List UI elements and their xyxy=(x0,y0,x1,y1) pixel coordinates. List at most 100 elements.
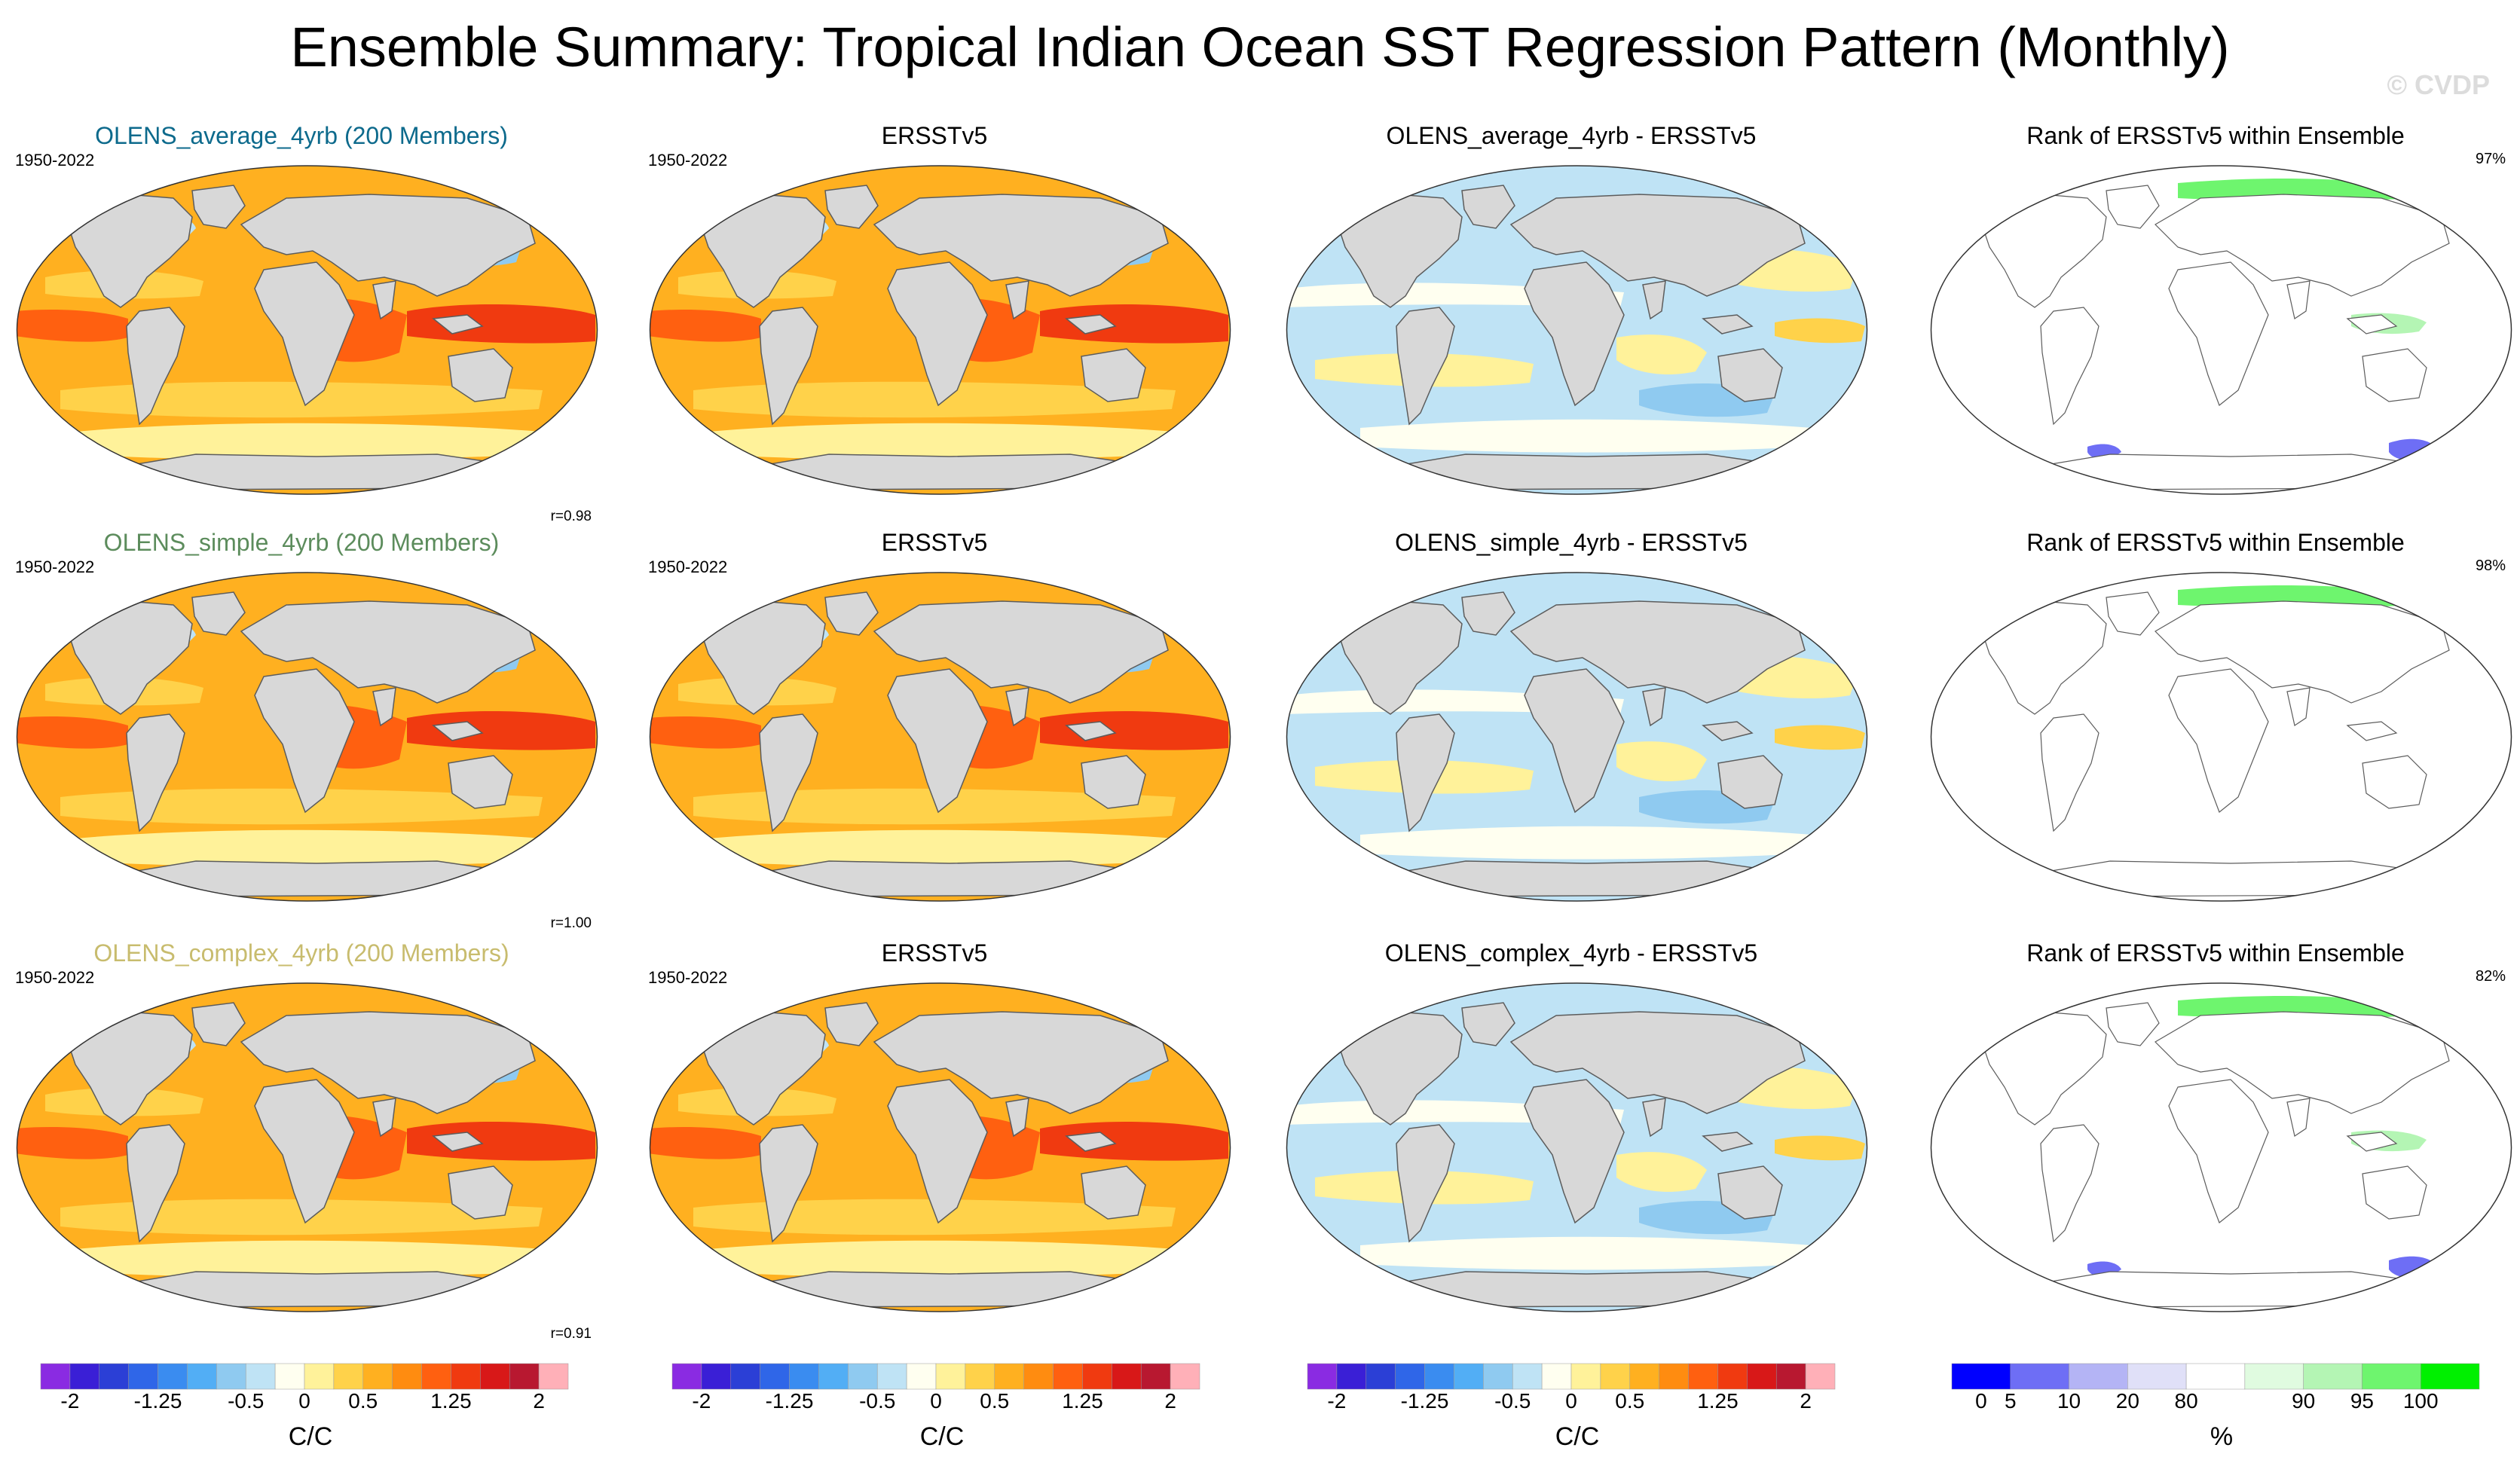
model-field xyxy=(17,572,598,902)
model-title: OLENS_complex_4yrb (200 Members) xyxy=(93,939,509,967)
obs-title: ERSSTv5 xyxy=(881,939,988,967)
southern-ocean xyxy=(75,1240,543,1278)
diff-field xyxy=(1286,572,1867,902)
land-maritime xyxy=(1065,721,1117,741)
rank-map xyxy=(1930,572,2512,902)
panel-model-row-2: OLENS_simple_4yrb (200 Members) 1950-2022… xyxy=(0,527,603,938)
colorbar-swatch xyxy=(1775,1363,1806,1390)
obs-field xyxy=(650,982,1231,1312)
colorbar-tick-label: 0.5 xyxy=(348,1389,378,1413)
period-label: 1950-2022 xyxy=(648,968,728,987)
land-antarctica xyxy=(126,860,507,897)
southern-ocean xyxy=(708,423,1176,460)
colorbar-swatch xyxy=(304,1363,335,1390)
colorbar-swatch xyxy=(2127,1363,2187,1390)
land-antarctica xyxy=(2041,1271,2421,1308)
colorbar-obs: -2 -1.25 -0.5 0 0.5 1.25 2 C/C xyxy=(671,1362,1213,1460)
page-title: Ensemble Summary: Tropical Indian Ocean … xyxy=(290,16,2230,78)
model-map xyxy=(16,572,598,902)
southern-ocean xyxy=(708,829,1176,867)
warm-band-east-pacific xyxy=(17,1127,128,1159)
colorbar-tick-label: -0.5 xyxy=(228,1389,265,1413)
period-label: 1950-2022 xyxy=(15,151,95,170)
land-antarctica xyxy=(2041,860,2421,897)
obs-title: ERSSTv5 xyxy=(881,529,988,556)
colorbar-unit: C/C xyxy=(288,1422,333,1451)
colorbar-swatch xyxy=(1307,1363,1338,1390)
land-eurasia xyxy=(2155,194,2450,297)
colorbar-swatch xyxy=(333,1363,364,1390)
colorbar-tick-label: -2 xyxy=(692,1389,711,1413)
colorbar-tick-label: -0.5 xyxy=(859,1389,896,1413)
land-maritime xyxy=(1065,314,1117,334)
panel-obs-row-1: ERSSTv5 1950-2022 xyxy=(633,121,1236,531)
colorbar-swatch xyxy=(451,1363,481,1390)
mid-lat-south xyxy=(60,1199,543,1236)
mid-lat-south xyxy=(693,788,1176,825)
colorbar-swatch xyxy=(1112,1363,1142,1390)
land-eurasia xyxy=(2155,600,2450,704)
colorbar-swatch xyxy=(421,1363,451,1390)
land-antarctica xyxy=(2041,454,2421,490)
land-south-america xyxy=(759,713,818,832)
colorbar-swatch xyxy=(1395,1363,1425,1390)
warm-band-eq-pacific xyxy=(407,710,595,750)
rank-map-container xyxy=(1929,982,2513,1313)
map-border xyxy=(649,165,1231,495)
colorbar-swatch xyxy=(1600,1363,1631,1390)
land-antarctica xyxy=(1396,1271,1777,1308)
land-north-america xyxy=(1981,1011,2107,1126)
arctic-high-rank xyxy=(2178,995,2411,1019)
colorbar-swatch xyxy=(994,1363,1024,1390)
land-africa xyxy=(254,261,355,407)
land-australia xyxy=(448,1165,513,1220)
land-antarctica xyxy=(759,454,1140,490)
land-greenland xyxy=(824,1002,879,1046)
land-greenland xyxy=(191,185,246,229)
obs-title: ERSSTv5 xyxy=(881,122,988,149)
pattern-correlation: r=1.00 xyxy=(550,915,592,931)
land-maritime xyxy=(432,721,484,741)
colorbar-tick-label: 2 xyxy=(533,1389,545,1413)
land-eurasia xyxy=(240,600,536,704)
colorbar-unit: C/C xyxy=(919,1422,965,1451)
colorbar-unit: % xyxy=(2210,1422,2234,1451)
model-field xyxy=(17,165,598,495)
land-antarctica xyxy=(759,1271,1140,1308)
diff-title: OLENS_complex_4yrb - ERSSTv5 xyxy=(1384,939,1758,967)
diff-map-container xyxy=(1285,571,1869,903)
land-south-america xyxy=(126,713,185,832)
obs-field xyxy=(650,165,1231,495)
colorbar-tick-label: 0.5 xyxy=(1615,1389,1645,1413)
land-greenland xyxy=(2106,1002,2160,1046)
land-eurasia xyxy=(240,194,536,297)
rank-title: Rank of ERSSTv5 within Ensemble xyxy=(2026,939,2405,967)
colorbar-swatch xyxy=(671,1363,702,1390)
colorbar-swatch xyxy=(2010,1363,2069,1390)
southern-ocean xyxy=(708,1240,1176,1278)
land-eurasia xyxy=(1509,1011,1806,1114)
colorbar-swatch xyxy=(818,1363,849,1390)
land-antarctica xyxy=(126,454,507,490)
warm-band-east-pacific xyxy=(650,310,761,342)
land-australia xyxy=(1081,348,1146,402)
panel-rank-row-1: Rank of ERSSTv5 within Ensemble 97% xyxy=(1914,121,2517,531)
land-north-america xyxy=(1337,194,1463,308)
warm-band-eq-pacific xyxy=(407,1121,595,1161)
land-australia xyxy=(1717,348,1783,402)
land-africa xyxy=(1524,1079,1625,1224)
southern-ocean xyxy=(75,829,543,867)
colorbar-rank: 0 5 10 20 80 90 95 100% xyxy=(1950,1362,2493,1460)
land-greenland xyxy=(824,185,879,229)
colorbar-swatch xyxy=(1424,1363,1454,1390)
land-maritime xyxy=(2346,721,2398,741)
land-india xyxy=(1642,1098,1666,1138)
land-africa xyxy=(1524,668,1625,814)
map-border xyxy=(1286,165,1868,495)
land-australia xyxy=(448,348,513,402)
colorbar-swatch xyxy=(40,1363,71,1390)
land-eurasia xyxy=(1509,600,1806,704)
diff-map xyxy=(1286,982,1868,1312)
land-greenland xyxy=(1461,1002,1515,1046)
colorbar-swatch xyxy=(245,1363,276,1390)
